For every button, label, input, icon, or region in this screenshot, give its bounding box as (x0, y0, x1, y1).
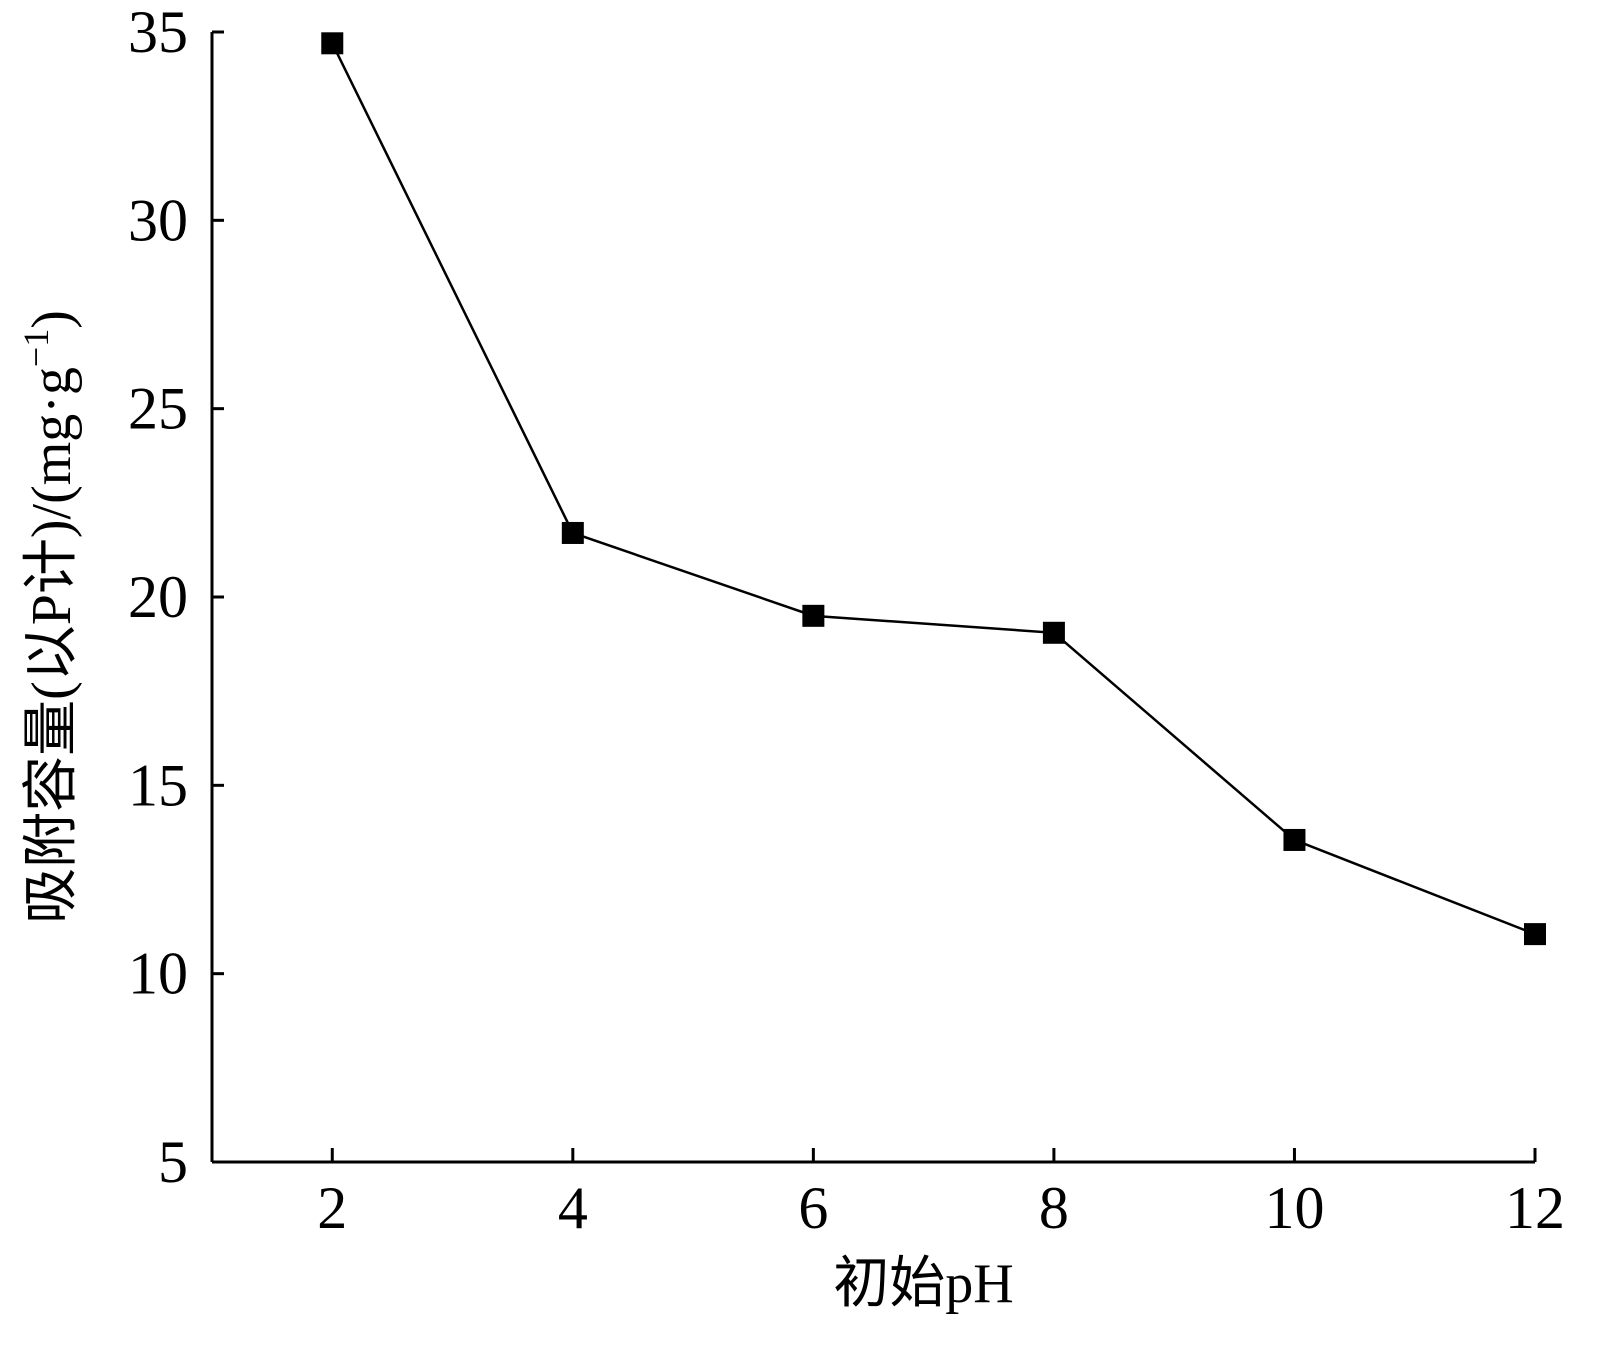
y-axis-title-superscript: −1 (16, 329, 56, 367)
y-ticks: 5 10 15 20 25 30 35 (128, 0, 224, 1195)
x-tick-label: 6 (798, 1175, 828, 1241)
series-line (331, 42, 1536, 936)
y-tick-label: 15 (128, 752, 188, 818)
data-point-marker (321, 32, 344, 55)
x-axis-title: 初始pH (833, 1253, 1013, 1315)
y-tick-label: 25 (128, 376, 188, 442)
x-tick-label: 8 (1039, 1175, 1069, 1241)
data-point-marker (1283, 828, 1306, 851)
data-point-marker (1524, 923, 1546, 946)
data-point-marker (561, 521, 584, 544)
y-axis-title-close: ) (21, 310, 83, 329)
y-tick-label: 10 (128, 941, 188, 1007)
x-tick-label: 12 (1505, 1175, 1565, 1241)
y-axis-title-main: 吸附容量(以P计)/(mg·g (21, 367, 83, 924)
x-tick-label: 2 (317, 1175, 347, 1241)
y-tick-label: 35 (128, 0, 188, 65)
x-tick-label: 10 (1264, 1175, 1324, 1241)
x-ticks: 2 4 6 8 10 12 (317, 1148, 1565, 1241)
y-axis-title: 吸附容量(以P计)/(mg·g−1) (16, 310, 83, 924)
data-point-marker (802, 604, 825, 627)
x-tick-label: 4 (558, 1175, 588, 1241)
y-tick-label: 30 (128, 187, 188, 253)
series-group (321, 32, 1546, 946)
y-tick-label: 20 (128, 564, 188, 630)
y-tick-label: 5 (158, 1129, 188, 1195)
data-point-marker (1042, 621, 1065, 644)
